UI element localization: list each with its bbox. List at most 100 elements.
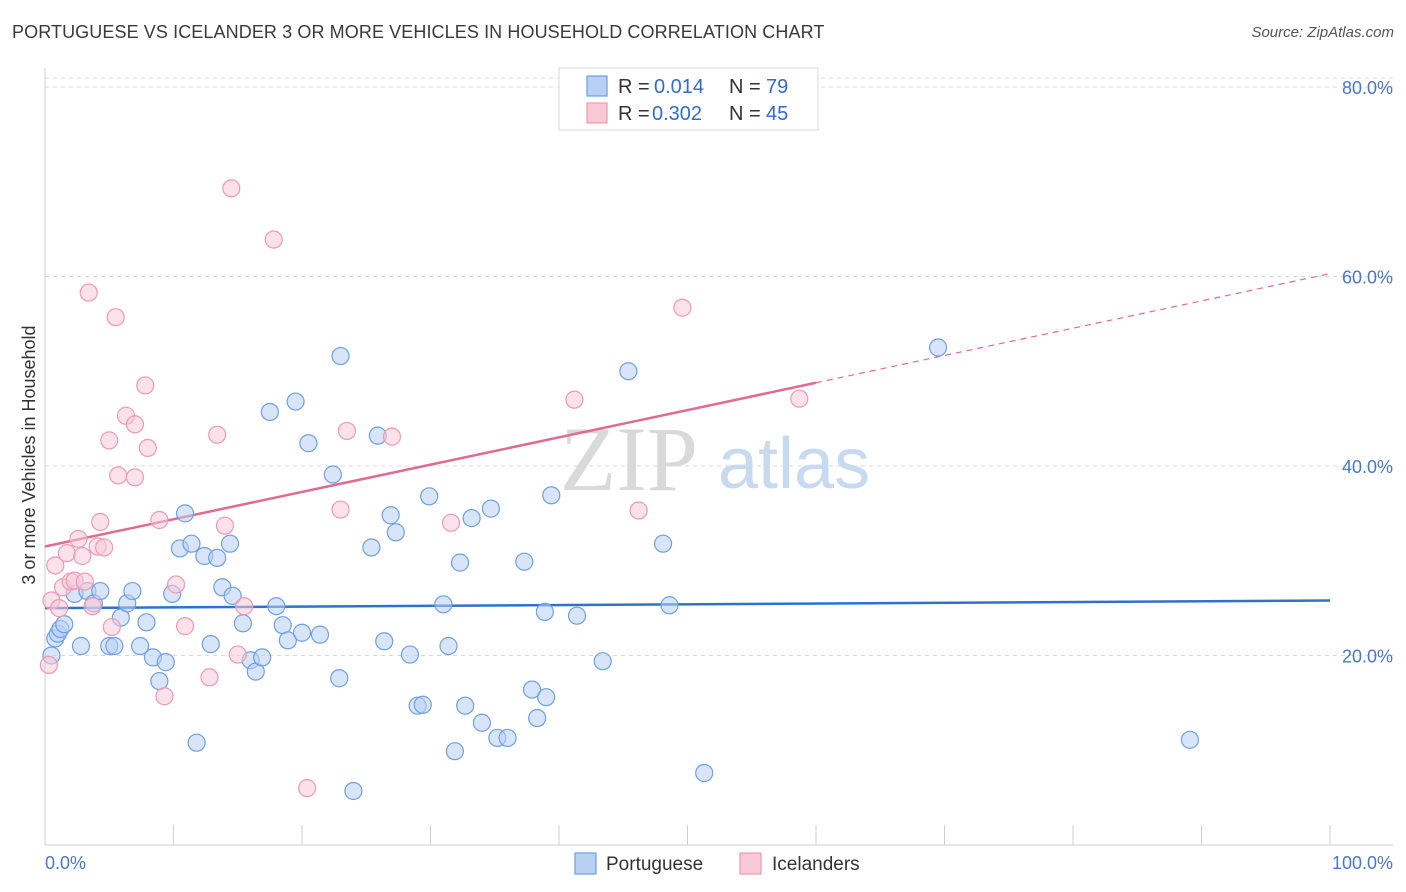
legend-r-label: R = [618,103,650,125]
legend-n-label: N = [729,76,761,98]
watermark: ZIP atlas [560,408,870,510]
point-portuguese [71,636,91,656]
point-icelanders [125,468,145,487]
point-portuguese [362,538,381,557]
gridlines [45,77,1393,656]
point-portuguese [233,614,252,633]
point-portuguese [223,586,242,605]
legend-swatch-icelanders [586,102,608,124]
point-portuguese [567,606,587,625]
point-portuguese [292,623,312,642]
point-icelanders [39,655,58,675]
source-credit: Source: ZipAtlas.com [1251,24,1394,41]
point-portuguese [278,631,297,650]
point-portuguese [273,616,292,635]
point-portuguese [928,338,948,357]
legend-n-value: 45 [766,103,788,125]
point-portuguese [537,688,556,707]
point-portuguese [498,728,517,748]
point-icelanders [109,466,128,485]
point-portuguese [150,671,169,691]
bottom-legend-swatch-icelanders [739,852,762,875]
point-icelanders [441,513,461,532]
point-icelanders [298,779,317,798]
point-portuguese [381,506,400,525]
point-portuguese [619,362,638,381]
trend-line-portuguese [44,599,1331,610]
point-portuguese [1180,730,1200,749]
point-portuguese [130,636,150,656]
point-portuguese [105,636,124,656]
chart-title: PORTUGUESE VS ICELANDER 3 OR MORE VEHICL… [12,22,825,42]
point-icelanders [50,599,69,618]
point-icelanders [73,546,92,566]
point-portuguese [456,696,475,715]
legend-n-value: 79 [766,76,788,98]
point-portuguese [535,602,554,622]
point-portuguese [220,534,240,553]
point-icelanders [228,645,247,664]
point-portuguese [400,645,420,664]
point-icelanders [222,179,241,198]
y-tick-label: 60.0% [1342,267,1393,287]
trend-line-icelanders-extension [815,273,1331,384]
point-icelanders [102,617,121,637]
x-tick-label-min: 0.0% [45,853,86,873]
axes [44,68,1393,846]
point-icelanders [75,572,94,591]
point-icelanders [331,500,350,519]
point-icelanders [106,308,125,327]
point-icelanders [155,687,174,706]
point-portuguese [515,552,534,571]
point-icelanders [166,575,186,594]
point-portuguese [472,713,491,732]
point-icelanders [150,510,169,530]
point-portuguese [695,763,714,783]
point-portuguese [156,653,175,672]
point-portuguese [55,615,74,634]
point-portuguese [91,581,110,601]
point-icelanders [91,512,110,531]
legend: R = 0.014 N = 79 R = 0.302 N = 45 [558,67,819,131]
point-icelanders [136,376,155,395]
bottom-legend-swatch-portuguese [574,852,597,875]
point-portuguese [260,402,279,422]
legend-r-label: R = [618,76,650,98]
point-portuguese [208,548,227,567]
point-icelanders [790,389,809,408]
trend-lines [44,273,1331,610]
y-tick-label: 40.0% [1342,457,1393,477]
point-icelanders [83,597,102,616]
point-portuguese [439,636,458,656]
point-portuguese [413,695,432,714]
point-icelanders [57,544,76,563]
x-tick-label-max: 100.0% [1332,853,1393,873]
point-portuguese [286,392,305,411]
point-portuguese [593,652,612,671]
point-portuguese [187,733,206,752]
point-portuguese [542,486,561,505]
point-icelanders [208,425,227,444]
point-portuguese [434,595,453,614]
legend-r-value: 0.014 [654,76,704,98]
point-portuguese [522,680,542,699]
point-portuguese [331,346,350,366]
point-icelanders [337,421,357,441]
point-icelanders [235,597,254,616]
point-icelanders [264,230,283,249]
point-portuguese [481,499,500,518]
watermark-atlas: atlas [718,424,870,504]
point-portuguese [450,553,470,572]
point-icelanders [382,427,402,446]
point-icelanders [200,668,219,687]
y-tick-label: 80.0% [1342,78,1393,98]
point-icelanders [69,529,88,549]
point-portuguese [201,635,220,654]
trend-line-icelanders [44,381,817,548]
point-icelanders [79,283,98,302]
point-portuguese [445,742,465,761]
point-icelanders [629,501,648,520]
x-tick-labels: 0.0% 100.0% [45,853,1393,873]
point-portuguese [137,613,156,632]
